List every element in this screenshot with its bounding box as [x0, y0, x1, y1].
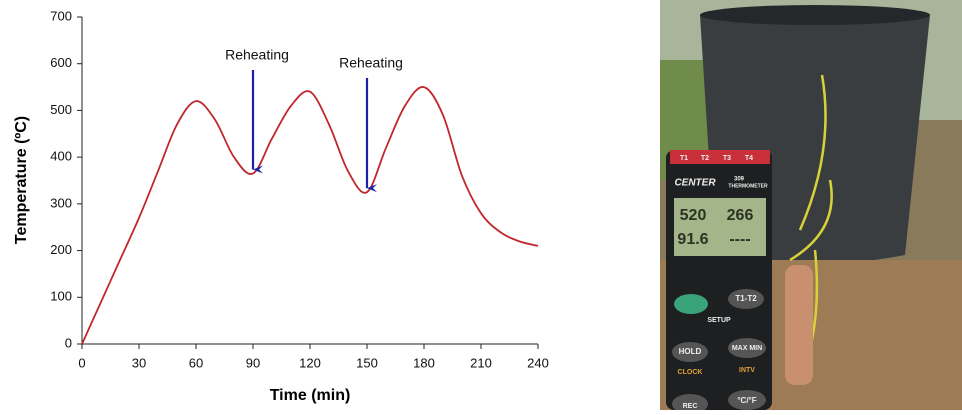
photo-hand	[785, 265, 813, 385]
photo-button	[672, 342, 708, 362]
chart: Time (min) Temperature (ºC) 010020030040…	[13, 8, 549, 404]
annotation: Reheating	[225, 47, 289, 63]
photo-label: 520	[680, 207, 707, 224]
photo-label: 309	[734, 177, 745, 183]
x-tick-label: 0	[78, 355, 85, 370]
y-axis-label: Temperature (ºC)	[13, 116, 30, 244]
x-tick-label: 60	[189, 355, 203, 370]
photo-label: INTV	[739, 367, 755, 374]
annotation: Reheating	[339, 55, 403, 71]
photo-button	[728, 390, 766, 410]
y-tick-label: 400	[50, 149, 72, 164]
x-tick-label: 210	[470, 355, 492, 370]
photo-label: T1-T2	[735, 294, 757, 303]
photo-label: THERMOMETER	[728, 183, 768, 189]
photo-button	[728, 289, 764, 309]
photo-wires	[789, 74, 833, 341]
photo-label: 91.6	[677, 231, 708, 248]
y-tick-label: 700	[50, 8, 72, 23]
photo-button	[674, 294, 708, 314]
photo-label: CENTER	[674, 178, 716, 189]
y-tick-label: 500	[50, 102, 72, 117]
photo-label: HOLD	[679, 347, 702, 356]
photo-label: °C/°F	[737, 396, 756, 405]
photo-label: ----	[729, 231, 750, 248]
line	[81, 86, 539, 345]
photo-label: T1	[680, 155, 688, 162]
photo-display	[674, 198, 766, 256]
photo-pot-rim	[700, 5, 930, 25]
y-tick-label: 0	[65, 335, 72, 350]
photo-label: MAX MIN	[732, 345, 762, 352]
photo-label: T2	[701, 155, 709, 162]
x-tick-label: 150	[356, 355, 378, 370]
photo-connector	[670, 150, 770, 164]
photo-label: CLOCK	[678, 369, 703, 376]
x-tick-label: 120	[299, 355, 321, 370]
y-tick-label: 300	[50, 195, 72, 210]
x-axis-label: Time (min)	[270, 387, 351, 404]
x-tick-label: 240	[527, 355, 549, 370]
y-tick-label: 100	[50, 289, 72, 304]
x-tick-label: 30	[132, 355, 146, 370]
photo-button	[672, 394, 708, 414]
photo-label: 266	[727, 207, 754, 224]
photo-label: T3	[723, 155, 731, 162]
x-tick-label: 180	[413, 355, 435, 370]
y-tick-label: 600	[50, 55, 72, 70]
photo-button	[728, 338, 766, 358]
x-tick-label: 90	[246, 355, 260, 370]
photo-label: REC	[683, 403, 698, 410]
photo-label: SETUP	[707, 317, 731, 324]
photo-label: T4	[745, 155, 753, 162]
y-tick-label: 200	[50, 242, 72, 257]
